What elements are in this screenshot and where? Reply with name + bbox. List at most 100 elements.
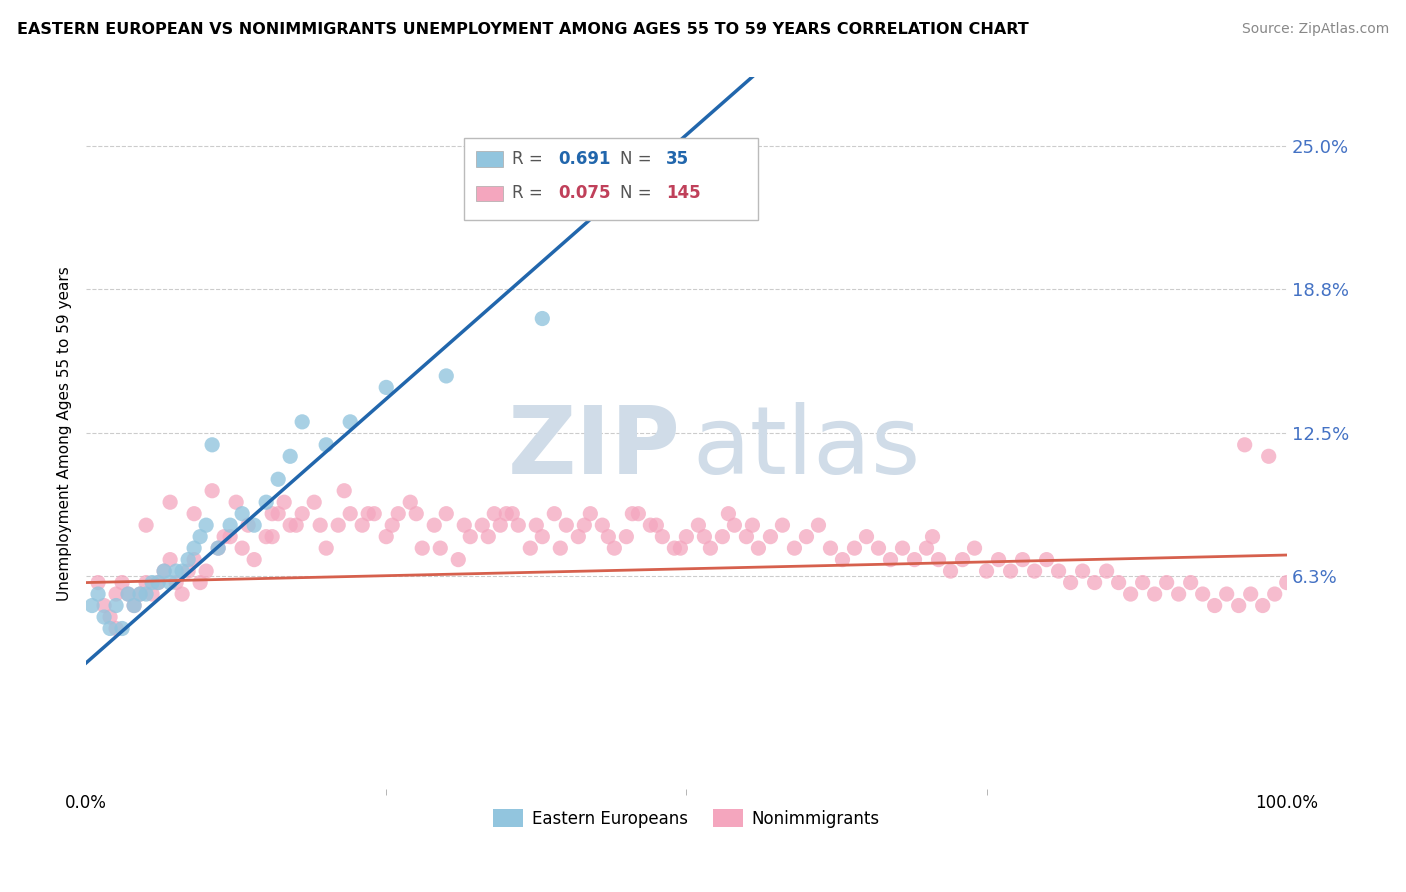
Point: [243, 552, 266, 566]
Point: [183, 507, 205, 521]
Point: [1108, 575, 1130, 590]
Point: [987, 552, 1010, 566]
Point: [129, 587, 152, 601]
Point: [1215, 587, 1237, 601]
Point: [621, 507, 644, 521]
Point: [489, 518, 512, 533]
Point: [339, 507, 361, 521]
Point: [93, 599, 115, 613]
Point: [820, 541, 842, 555]
Point: [868, 541, 890, 555]
Point: [1143, 587, 1166, 601]
Point: [302, 495, 325, 509]
Point: [664, 541, 686, 555]
Point: [508, 518, 530, 533]
Point: [172, 587, 194, 601]
Point: [699, 541, 721, 555]
Point: [796, 530, 818, 544]
Point: [177, 552, 200, 566]
Point: [105, 622, 128, 636]
Point: [267, 507, 290, 521]
Point: [339, 415, 361, 429]
Legend: Eastern Europeans, Nonimmigrants: Eastern Europeans, Nonimmigrants: [486, 803, 886, 834]
Point: [207, 541, 229, 555]
Point: [352, 518, 374, 533]
Point: [254, 495, 277, 509]
Point: [117, 587, 139, 601]
Y-axis label: Unemployment Among Ages 55 to 59 years: Unemployment Among Ages 55 to 59 years: [58, 266, 72, 600]
Point: [855, 530, 877, 544]
Text: N =: N =: [620, 150, 657, 169]
Point: [387, 507, 409, 521]
Point: [212, 530, 235, 544]
Point: [921, 530, 943, 544]
Point: [1059, 575, 1081, 590]
Point: [735, 530, 758, 544]
Point: [273, 495, 295, 509]
Text: R =: R =: [512, 150, 548, 169]
Point: [159, 495, 181, 509]
Point: [1024, 564, 1046, 578]
Point: [159, 552, 181, 566]
Point: [458, 530, 481, 544]
Point: [159, 575, 181, 590]
Point: [495, 507, 517, 521]
Point: [1119, 587, 1142, 601]
Point: [411, 541, 433, 555]
Point: [381, 518, 404, 533]
Point: [807, 518, 830, 533]
Point: [183, 541, 205, 555]
Point: [254, 530, 277, 544]
Point: [1000, 564, 1022, 578]
Point: [183, 552, 205, 566]
Point: [669, 541, 692, 555]
Point: [135, 518, 157, 533]
Point: [357, 507, 380, 521]
Point: [1047, 564, 1070, 578]
Point: [915, 541, 938, 555]
Point: [471, 518, 494, 533]
Point: [640, 518, 662, 533]
Point: [122, 599, 145, 613]
Point: [315, 438, 337, 452]
Point: [231, 507, 253, 521]
Point: [165, 575, 187, 590]
FancyBboxPatch shape: [464, 138, 758, 219]
Point: [399, 495, 422, 509]
Point: [201, 438, 224, 452]
Point: [717, 507, 740, 521]
Point: [603, 541, 626, 555]
Point: [98, 610, 121, 624]
Point: [219, 530, 242, 544]
Point: [262, 530, 284, 544]
Point: [195, 518, 218, 533]
Point: [1240, 587, 1263, 601]
Point: [688, 518, 710, 533]
Point: [759, 530, 782, 544]
Point: [434, 368, 457, 383]
Point: [531, 311, 554, 326]
Point: [477, 530, 499, 544]
Point: [146, 575, 169, 590]
Point: [550, 541, 572, 555]
Point: [333, 483, 356, 498]
Text: 145: 145: [666, 185, 700, 202]
Point: [1084, 575, 1107, 590]
Point: [201, 483, 224, 498]
Point: [117, 587, 139, 601]
Point: [903, 552, 925, 566]
Point: [225, 495, 247, 509]
Point: [188, 530, 211, 544]
Point: [231, 541, 253, 555]
Text: 35: 35: [666, 150, 689, 169]
Point: [285, 518, 308, 533]
Point: [93, 610, 115, 624]
Text: 0.691: 0.691: [558, 150, 610, 169]
Point: [105, 587, 128, 601]
Point: [141, 587, 163, 601]
Text: ZIP: ZIP: [508, 401, 681, 493]
Point: [135, 575, 157, 590]
Point: [1191, 587, 1213, 601]
Point: [1227, 599, 1250, 613]
Point: [1156, 575, 1178, 590]
